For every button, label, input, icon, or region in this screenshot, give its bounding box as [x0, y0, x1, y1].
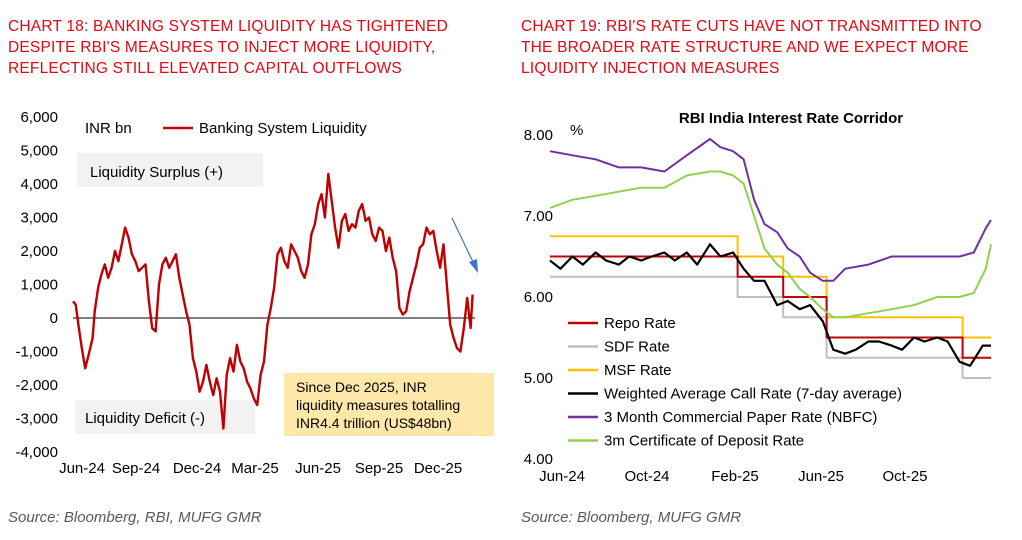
x-tick-label: Oct-24: [624, 468, 669, 485]
legend-label: Weighted Average Call Rate (7-day averag…: [604, 386, 902, 403]
right-source: Source: Bloomberg, MUFG GMR: [521, 509, 742, 526]
series-msf-rate: [550, 235, 991, 339]
legend-label: MSF Rate: [604, 362, 672, 379]
x-axis: Jun-24 Oct-24 Feb-25 Jun-25 Oct-25: [539, 468, 927, 485]
series-group: [549, 138, 992, 379]
chart-18-title: CHART 18: BANKING SYSTEM LIQUIDITY HAS T…: [8, 18, 448, 77]
y-tick-label: -1,000: [15, 344, 58, 361]
y-tick-label: 8.00: [524, 127, 553, 144]
y-unit-label: %: [570, 122, 583, 139]
y-tick-label: -4,000: [15, 444, 58, 461]
x-tick-label: Sep-25: [355, 460, 403, 477]
annotation-box: [284, 373, 494, 436]
annotation-line-3: INR4.4 trillion (US$48bn): [296, 415, 452, 431]
surplus-label: Liquidity Surplus (+): [90, 164, 223, 181]
series-weighted-average-call-rate-7-day-average: [549, 243, 991, 367]
trend-arrow-line: [451, 217, 474, 263]
x-tick-label: Jun-24: [59, 460, 105, 477]
chart-inner-title: RBI India Interest Rate Corridor: [679, 110, 903, 127]
x-tick-label: Sep-24: [112, 460, 160, 477]
legend-label: Repo Rate: [604, 315, 676, 332]
series-group: [72, 172, 474, 430]
rate-corridor-chart: RBI India Interest Rate Corridor % 8.00 7…: [524, 110, 992, 485]
y-tick-label: 4,000: [20, 176, 58, 193]
y-tick-label: -2,000: [15, 377, 58, 394]
x-tick-label: Feb-25: [711, 468, 759, 485]
x-tick-label: Mar-25: [231, 460, 279, 477]
series-sdf-rate: [550, 275, 991, 379]
x-tick-label: Oct-25: [882, 468, 927, 485]
legend-label: SDF Rate: [604, 339, 670, 356]
legend-label: 3m Certificate of Deposit Rate: [604, 433, 804, 450]
y-tick-label: 5,000: [20, 143, 58, 160]
x-tick-label: Jun-25: [295, 460, 341, 477]
x-tick-label: Jun-24: [539, 468, 585, 485]
series-3-month-commercial-paper-rate-nbfc: [549, 138, 992, 282]
y-unit-label: INR bn: [85, 120, 132, 137]
x-tick-label: Dec-25: [414, 460, 462, 477]
y-tick-label: 2,000: [20, 243, 58, 260]
series-repo-rate: [550, 255, 991, 359]
legend-label-liquidity: Banking System Liquidity: [199, 120, 367, 137]
x-tick-label: Jun-25: [798, 468, 844, 485]
x-tick-label: Dec-24: [173, 460, 221, 477]
annotation-line-1: Since Dec 2025, INR: [296, 379, 427, 395]
y-tick-label: -3,000: [15, 411, 58, 428]
deficit-label: Liquidity Deficit (-): [85, 410, 205, 427]
liquidity-chart: 6,000 5,000 4,000 3,000 2,000 1,000 0 -1,000 -2,…: [15, 109, 494, 477]
y-tick-label: 1,000: [20, 277, 58, 294]
series-3m-certificate-of-deposit-rate: [549, 170, 992, 319]
chart-19-title: CHART 19: RBI'S RATE CUTS HAVE NOT TRANS…: [521, 18, 982, 77]
y-tick-label: 6,000: [20, 109, 58, 126]
y-axis: 6,000 5,000 4,000 3,000 2,000 1,000 0 -1,000 -2,…: [15, 109, 475, 461]
rate-corridor-chart-panel: CHART 19: RBI'S RATE CUTS HAVE NOT TRANS…: [513, 0, 1018, 540]
series-banking-system-liquidity: [72, 172, 474, 430]
trend-arrow-head: [469, 259, 478, 273]
y-tick-label: 6.00: [524, 289, 553, 306]
y-tick-label: 0: [50, 310, 58, 327]
y-tick-label: 4.00: [524, 451, 553, 468]
y-tick-label: 7.00: [524, 208, 553, 225]
liquidity-chart-panel: CHART 18: BANKING SYSTEM LIQUIDITY HAS T…: [0, 0, 505, 540]
legend-label: 3 Month Commercial Paper Rate (NBFC): [604, 409, 877, 426]
y-axis: 8.00 7.00 6.00 5.00 4.00: [524, 127, 553, 468]
annotation-line-2: liquidity measures totalling: [296, 397, 460, 413]
surplus-label-box: [77, 153, 263, 187]
x-axis: Jun-24 Sep-24 Dec-24 Mar-25 Jun-25 Sep-25 Dec-…: [59, 460, 462, 477]
legend: Repo Rate SDF Rate MSF Rate Weighted Averag…: [568, 315, 902, 450]
left-source: Source: Bloomberg, RBI, MUFG GMR: [8, 509, 262, 526]
y-tick-label: 5.00: [524, 370, 553, 387]
y-tick-label: 3,000: [20, 210, 58, 227]
